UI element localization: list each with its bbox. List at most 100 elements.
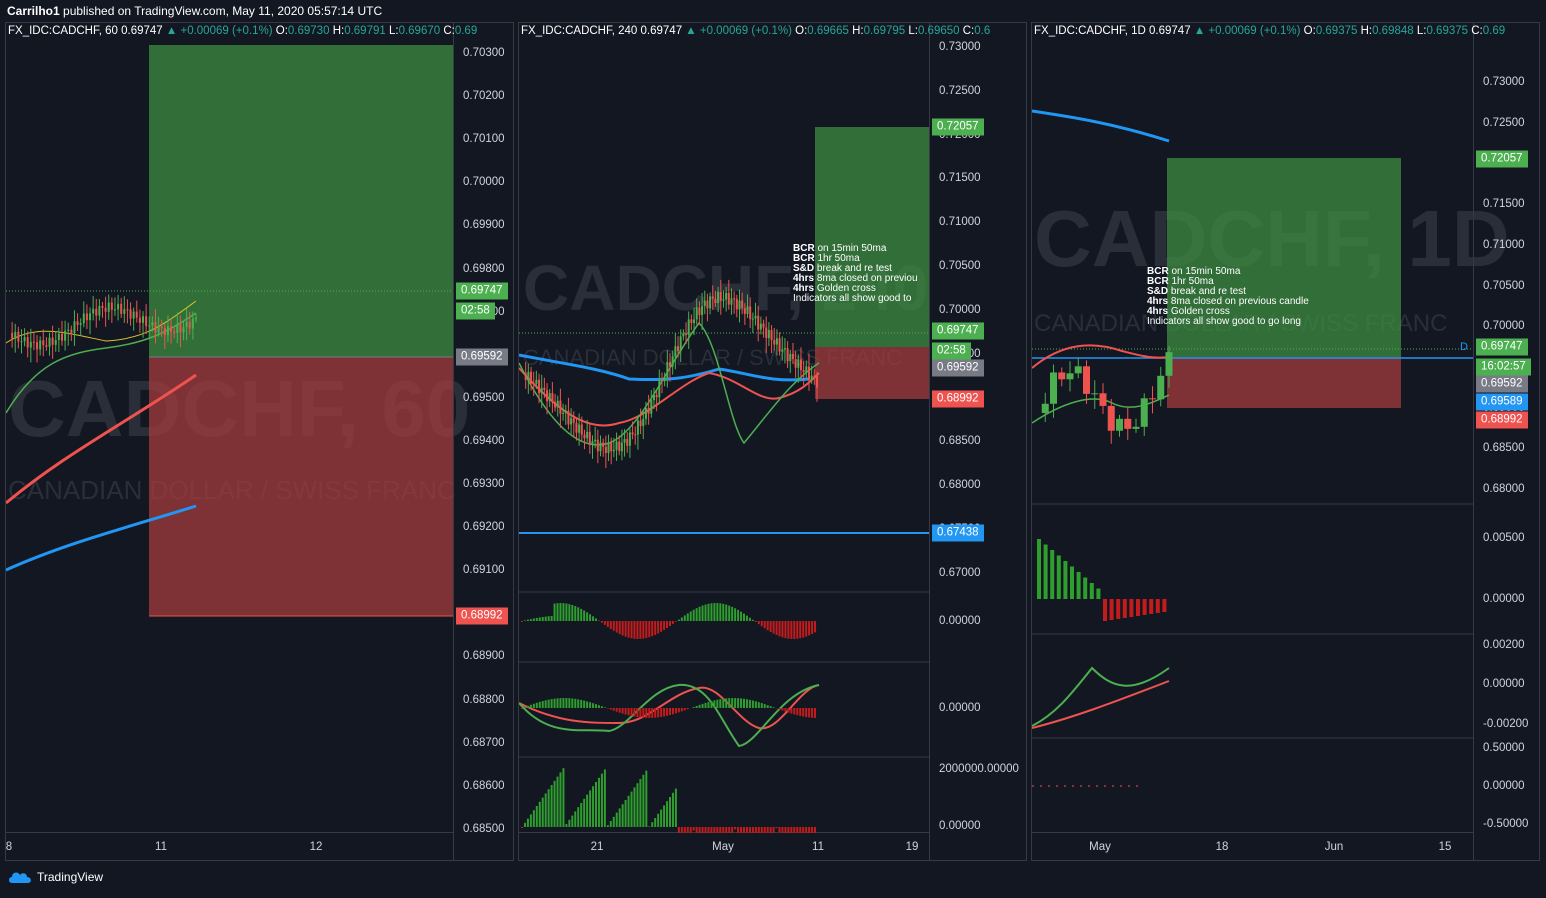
price-axis[interactable]: 0.730000.725000.720000.715000.710000.705… [1473, 23, 1539, 860]
candle-body [151, 322, 154, 326]
ma-red-line [1032, 344, 1170, 369]
histogram-bar [689, 827, 692, 833]
symbol-name[interactable]: FX_IDC:CADCHF, 1D [1034, 25, 1146, 37]
histogram-bar [642, 621, 645, 639]
candle-body [685, 333, 688, 336]
chart-panel-1d[interactable]: FX_IDC:CADCHF, 1D 0.69747 ▲ +0.00069 (+0… [1031, 22, 1540, 861]
tradingview-logo[interactable]: TradingView [8, 870, 103, 884]
high-value: 0.69791 [344, 25, 386, 37]
histogram-bar [692, 707, 695, 708]
histogram-bar [589, 702, 592, 708]
candle-body [602, 442, 605, 447]
ma200-tag: 0.67438 [932, 524, 984, 542]
candle-body [754, 315, 757, 319]
symbol-name[interactable]: FX_IDC:CADCHF, 60 [8, 25, 118, 37]
indicator-tick: 0.00000 [1483, 593, 1525, 605]
histogram-bar [793, 621, 796, 639]
histogram-bar [778, 827, 781, 833]
open-label: O: [1303, 25, 1316, 37]
histogram-bar [1096, 588, 1101, 599]
candle-body [783, 348, 786, 350]
histogram-bar [565, 698, 568, 708]
histogram-bar [778, 708, 781, 710]
histogram-bar [740, 698, 743, 708]
candle-body [173, 331, 176, 334]
histogram-bar [754, 701, 757, 708]
stop-zone [149, 357, 453, 616]
histogram-bar [671, 708, 674, 715]
candle-body [618, 441, 621, 452]
histogram-bar [562, 698, 565, 708]
tradingview-cloud-icon [9, 872, 31, 883]
histogram-bar [574, 811, 577, 827]
price-tick: 0.69900 [463, 219, 505, 232]
candle-body [60, 333, 63, 341]
stop-tag: 0.68992 [456, 607, 508, 625]
histogram-bar [737, 827, 740, 833]
histogram-bar [645, 708, 648, 718]
histogram-bar [766, 621, 769, 631]
candle-body [575, 422, 578, 433]
close-label: C: [1471, 25, 1483, 37]
histogram-bar [1109, 599, 1114, 620]
candle-body [1140, 398, 1148, 427]
indicator-tick: 0.00200 [1483, 639, 1525, 651]
d-marker: D [1460, 341, 1468, 353]
histogram-bar [583, 798, 586, 827]
price-tick: 0.70000 [463, 176, 505, 189]
histogram-bar [695, 705, 698, 708]
high-value: 0.69795 [863, 25, 906, 37]
histogram-bar [802, 827, 805, 833]
time-axis[interactable]: 8 11 12 [6, 832, 453, 860]
candle-body [157, 326, 160, 333]
price-axis[interactable]: 0.70300 0.70200 0.70100 0.70000 0.69900 0.698… [453, 23, 513, 860]
histogram-bar [671, 792, 674, 827]
candle-body [554, 401, 557, 408]
price-tick: 0.70200 [463, 90, 505, 103]
high-label: H: [852, 25, 864, 37]
histogram-bar [624, 708, 627, 715]
candle-body [45, 345, 48, 347]
candle-body [559, 400, 562, 414]
histogram-bar [683, 615, 686, 621]
chart-panel-60[interactable]: FX_IDC:CADCHF, 60 0.69747 ▲ +0.00069 (+0… [5, 22, 514, 861]
histogram-bar [633, 708, 636, 717]
price-axis[interactable]: 0.730000.725000.720000.715000.710000.705… [929, 23, 1026, 860]
indicator-tick: 0.00000 [939, 615, 981, 627]
low-label: L: [908, 25, 918, 37]
chart-panel-240[interactable]: FX_IDC:CADCHF, 240 0.69747 ▲ +0.00069 (+… [518, 22, 1027, 861]
candle-body [543, 387, 546, 391]
price-chart[interactable] [519, 23, 929, 833]
price-tick: 0.68500 [939, 435, 981, 448]
histogram-bar [796, 621, 799, 639]
time-tick: May [712, 841, 734, 853]
histogram-bar [1116, 599, 1121, 619]
histogram-bar [811, 827, 814, 833]
candle-body [120, 303, 123, 314]
histogram-bar [728, 698, 731, 708]
price-tick: 0.69300 [463, 478, 505, 490]
publisher-username[interactable]: Carrilho1 [7, 4, 60, 18]
histogram-bar [790, 621, 793, 639]
histogram-bar [553, 698, 556, 708]
time-axis[interactable]: May 18 Jun 15 [1032, 832, 1473, 860]
histogram-bar [787, 621, 790, 639]
histogram-bar [630, 621, 633, 639]
histogram-bar [745, 827, 748, 833]
histogram-bar [547, 699, 550, 708]
candle-body [76, 321, 79, 325]
candle-body [631, 432, 634, 435]
histogram-bar [600, 706, 603, 708]
histogram-bar [743, 827, 745, 833]
time-tick: Jun [1324, 841, 1344, 853]
histogram-bar [627, 708, 630, 716]
candle-body [20, 341, 23, 343]
symbol-name[interactable]: FX_IDC:CADCHF, 240 [521, 25, 638, 37]
time-axis[interactable]: 21 May 11 19 [519, 832, 929, 860]
indicator-tick: 0.50000 [1483, 742, 1525, 754]
price-chart[interactable] [6, 23, 453, 833]
candle-body [628, 432, 631, 446]
open-value: 0.69375 [1315, 25, 1358, 37]
histogram-bar [760, 621, 763, 627]
price-chart[interactable] [1032, 23, 1473, 833]
